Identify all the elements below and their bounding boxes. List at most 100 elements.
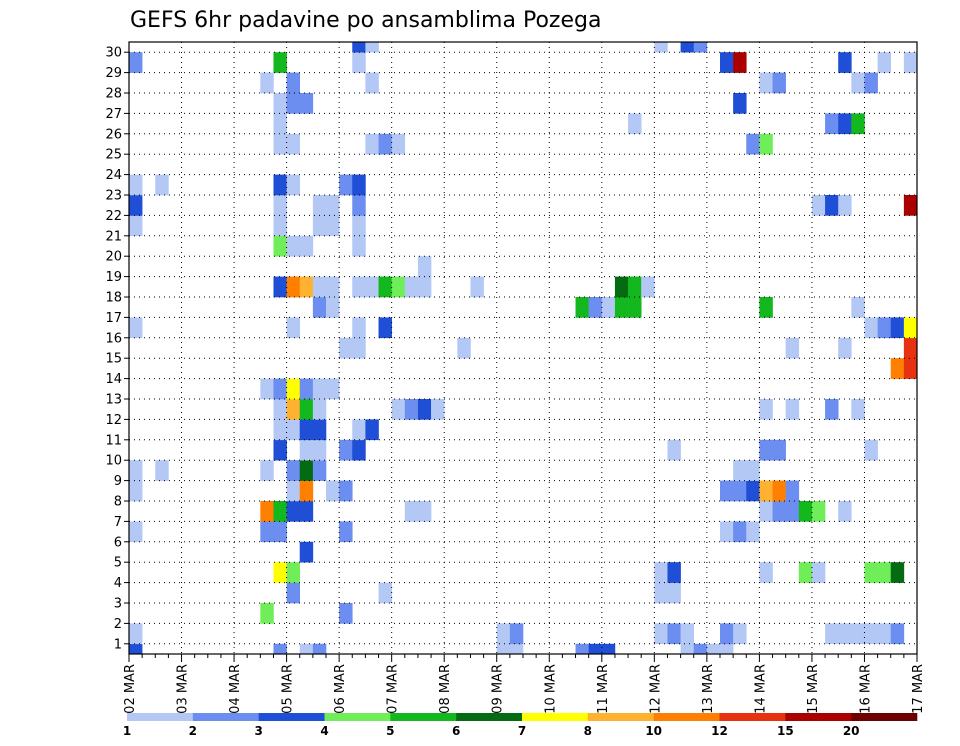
colorbar-label: 1 (123, 724, 131, 738)
heatmap-cell (299, 439, 314, 461)
heatmap-cell (378, 276, 392, 298)
x-tick-label: 14 MAR (753, 664, 768, 714)
heatmap-cell (326, 215, 340, 237)
heatmap-cell (654, 562, 668, 583)
heatmap-cell (838, 501, 852, 522)
x-tick-label: 11 MAR (596, 664, 611, 714)
heatmap-cell (312, 460, 327, 481)
y-tick-label: 29 (105, 66, 122, 81)
heatmap-cell (825, 623, 839, 645)
colorbar-label: 3 (254, 724, 262, 738)
heatmap-cell (352, 419, 366, 441)
heatmap-cell (129, 521, 143, 543)
y-tick-label: 9 (114, 474, 122, 489)
y-tick-label: 22 (105, 209, 122, 224)
y-tick-label: 15 (105, 352, 122, 367)
y-tick-label: 3 (114, 597, 122, 612)
heatmap-cell (273, 195, 287, 216)
heatmap-cell (299, 93, 314, 114)
heatmap-cell (903, 358, 918, 379)
heatmap-cell (391, 276, 406, 298)
heatmap-cell (864, 623, 878, 645)
heatmap-cell (693, 42, 708, 53)
heatmap-cell (759, 562, 773, 583)
heatmap-cell (273, 133, 287, 155)
heatmap-cell (352, 317, 366, 339)
colorbar-swatch (390, 713, 457, 721)
colorbar-swatch (522, 713, 589, 721)
heatmap-cell (798, 501, 813, 522)
y-tick-label: 12 (105, 413, 122, 428)
heatmap-cell (260, 521, 274, 543)
heatmap-cell (326, 195, 340, 216)
colorbar-swatch (127, 713, 194, 721)
x-tick-label: 07 MAR (386, 664, 401, 714)
heatmap-cell (746, 480, 760, 502)
heatmap-cell (575, 643, 589, 655)
heatmap-cell (811, 501, 826, 522)
heatmap-cell (509, 643, 524, 655)
heatmap-cell (365, 42, 379, 53)
heatmap-cell (391, 133, 406, 155)
heatmap-cell (772, 480, 786, 502)
heatmap-cell (851, 623, 865, 645)
heatmap-cell (299, 276, 314, 298)
colorbar: 1 2 3 4 5 6 7 8 10 12 15 20 (123, 713, 918, 738)
heatmap-cell (864, 562, 878, 583)
y-tick-label: 16 (105, 331, 122, 346)
heatmap-cell (312, 439, 327, 461)
heatmap-cell (155, 460, 169, 481)
heatmap-cell (851, 72, 865, 94)
heatmap-cell (352, 195, 366, 216)
heatmap-cell (903, 337, 918, 359)
heatmap-cell (877, 52, 892, 73)
heatmap-cell (654, 623, 668, 645)
heatmap-cell (312, 276, 327, 298)
y-tick-label: 26 (105, 127, 122, 142)
heatmap-cell (706, 643, 721, 655)
y-tick-label: 1 (114, 637, 122, 652)
heatmap-cell (260, 460, 274, 481)
heatmap-cell (759, 399, 773, 420)
heatmap-cell (575, 297, 589, 318)
heatmap-cell (260, 378, 274, 400)
colorbar-swatch (192, 713, 259, 721)
heatmap-cell (404, 399, 419, 420)
y-tick-label: 23 (105, 189, 122, 204)
x-tick-label: 03 MAR (176, 664, 191, 714)
heatmap-cell (365, 276, 379, 298)
heatmap-cell (667, 582, 681, 604)
colorbar-swatch (653, 713, 720, 721)
y-axis-ticks: 1234567891011121314151617181920212223242… (105, 46, 129, 652)
heatmap-cell (155, 174, 169, 196)
heatmap-cell (312, 643, 327, 655)
y-tick-label: 13 (105, 393, 122, 408)
heatmap-cell (339, 174, 353, 196)
colorbar-label: 10 (645, 724, 662, 738)
heatmap-cell (273, 521, 287, 543)
heatmap-cell (326, 297, 340, 318)
heatmap-cell (825, 399, 839, 420)
heatmap-cell (312, 419, 327, 441)
heatmap-cell (864, 317, 878, 339)
heatmap-cell (838, 195, 852, 216)
heatmap-cell (680, 42, 695, 53)
heatmap-cell (720, 643, 734, 655)
y-tick-label: 19 (105, 270, 122, 285)
heatmap-cell (260, 603, 274, 624)
heatmap-cell (733, 623, 747, 645)
heatmap-cell (129, 52, 143, 73)
colorbar-label: 15 (777, 724, 794, 738)
heatmap-cell (299, 501, 314, 522)
heatmap-cell (352, 337, 366, 359)
heatmap-cell (299, 378, 314, 400)
heatmap-cell (628, 113, 642, 135)
heatmap-cell (811, 562, 826, 583)
heatmap-cell (326, 480, 340, 502)
heatmap-cell (903, 195, 918, 216)
heatmap-cell (877, 623, 892, 645)
colorbar-swatch (258, 713, 325, 721)
heatmap-cell (286, 317, 301, 339)
y-tick-label: 20 (105, 250, 122, 265)
heatmap-cell (326, 378, 340, 400)
